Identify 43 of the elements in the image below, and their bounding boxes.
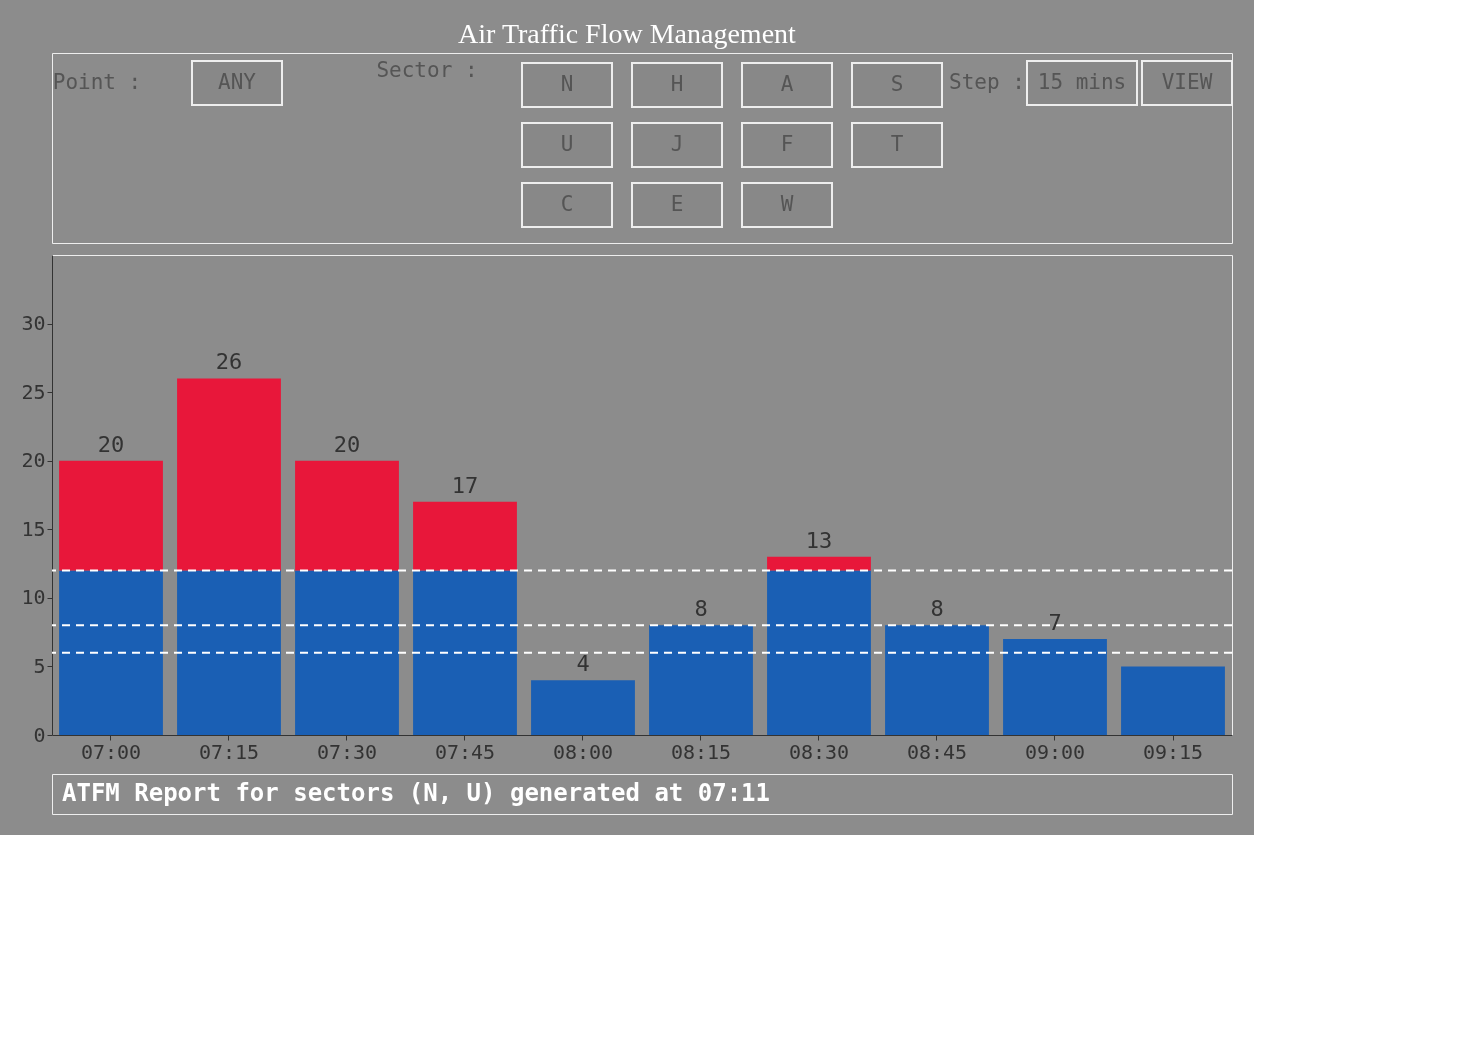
total-label: 26: [215, 349, 243, 375]
total-label: 20: [333, 431, 361, 457]
y-tick-label: 25: [21, 379, 46, 404]
x-tick-label: 07:45: [434, 739, 496, 764]
y-tick-label: 20: [21, 448, 46, 473]
bar: [413, 501, 517, 571]
x-tick-label: 09:15: [1142, 739, 1204, 764]
total-label: 8: [930, 596, 944, 622]
y-tick-label: 30: [21, 311, 46, 336]
x-tick-label: 08:00: [552, 739, 614, 764]
bar: [531, 680, 635, 735]
bar: [1121, 666, 1225, 735]
total-label: 20: [97, 431, 125, 457]
text: ATFM Report for sectors (N, U) generated at 07:11: [62, 779, 771, 807]
bar: [413, 570, 517, 735]
total-label: 13: [805, 527, 833, 553]
bar: [1003, 639, 1107, 735]
y-tick-label: 5: [33, 653, 46, 678]
bar: [59, 570, 163, 735]
x-tick-label: 07:30: [316, 739, 378, 764]
bar: [177, 570, 281, 735]
total-label: 8: [694, 596, 708, 622]
chart-title: Air Traffic Flow Management: [458, 17, 797, 49]
x-tick-label: 09:00: [1024, 739, 1086, 764]
total-label: 17: [451, 472, 479, 498]
x-tick-label: 07:00: [80, 739, 142, 764]
bar: [177, 378, 281, 571]
y-tick-label: 10: [21, 585, 46, 610]
bar: [295, 570, 399, 735]
y-tick-label: 0: [33, 722, 46, 747]
x-tick-label: 08:45: [906, 739, 968, 764]
bar: [767, 570, 871, 735]
x-tick-label: 08:15: [670, 739, 732, 764]
y-tick-label: 15: [21, 516, 46, 541]
total-label: 4: [576, 651, 590, 677]
total-label: 7: [1048, 610, 1062, 635]
bar: [767, 556, 871, 571]
x-tick-label: 08:30: [788, 739, 850, 764]
bar: [295, 460, 399, 571]
x-tick-label: 07:15: [198, 739, 260, 764]
bar: [649, 625, 753, 735]
bar: [885, 625, 989, 735]
bar: [59, 460, 163, 571]
